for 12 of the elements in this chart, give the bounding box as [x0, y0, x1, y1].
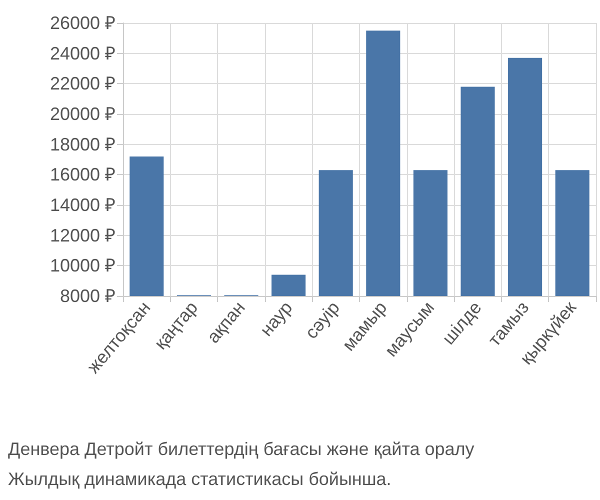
y-tick-label: 8000 ₽ [60, 286, 115, 306]
y-tick-label: 16000 ₽ [50, 164, 115, 185]
y-tick-label: 12000 ₽ [50, 225, 115, 246]
y-tick-label: 22000 ₽ [50, 74, 115, 94]
text: Денвера Детройт билеттердің бағасы және қайта оралу [8, 439, 474, 459]
y-tick-label: 14000 ₽ [50, 195, 115, 215]
y-tick-label: 26000 ₽ [50, 13, 115, 33]
y-tick-label: 10000 ₽ [50, 256, 115, 276]
text: Жылдық динамикада статистикасы бойынша. [8, 469, 392, 489]
y-tick-label: 20000 ₽ [50, 104, 115, 124]
y-tick-label: 18000 ₽ [50, 134, 115, 154]
y-tick-label: 24000 ₽ [50, 43, 115, 64]
